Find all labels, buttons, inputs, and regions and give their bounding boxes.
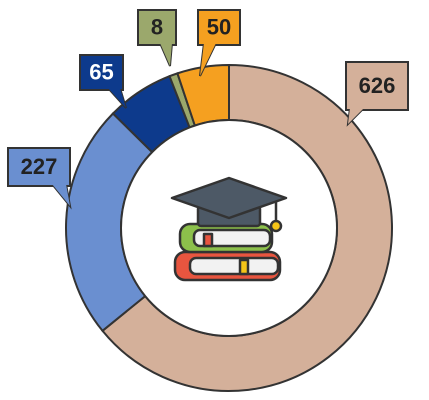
center-icon <box>170 176 288 282</box>
label-box <box>345 61 409 111</box>
data-label: 8 <box>151 14 163 39</box>
label-box <box>7 147 71 187</box>
data-label: 227 <box>21 154 58 179</box>
label-pointer-fill <box>108 88 126 108</box>
label-pointer-fill <box>348 108 364 124</box>
label-pointer-fill <box>200 43 216 76</box>
data-label: 50 <box>207 14 231 39</box>
label-box <box>197 9 241 46</box>
label-pointer-fill <box>160 43 172 66</box>
label-box <box>137 9 177 46</box>
data-label: 626 <box>359 73 396 98</box>
label-box <box>79 54 124 91</box>
label-pointer-fill <box>52 184 70 206</box>
data-label: 65 <box>89 59 113 84</box>
